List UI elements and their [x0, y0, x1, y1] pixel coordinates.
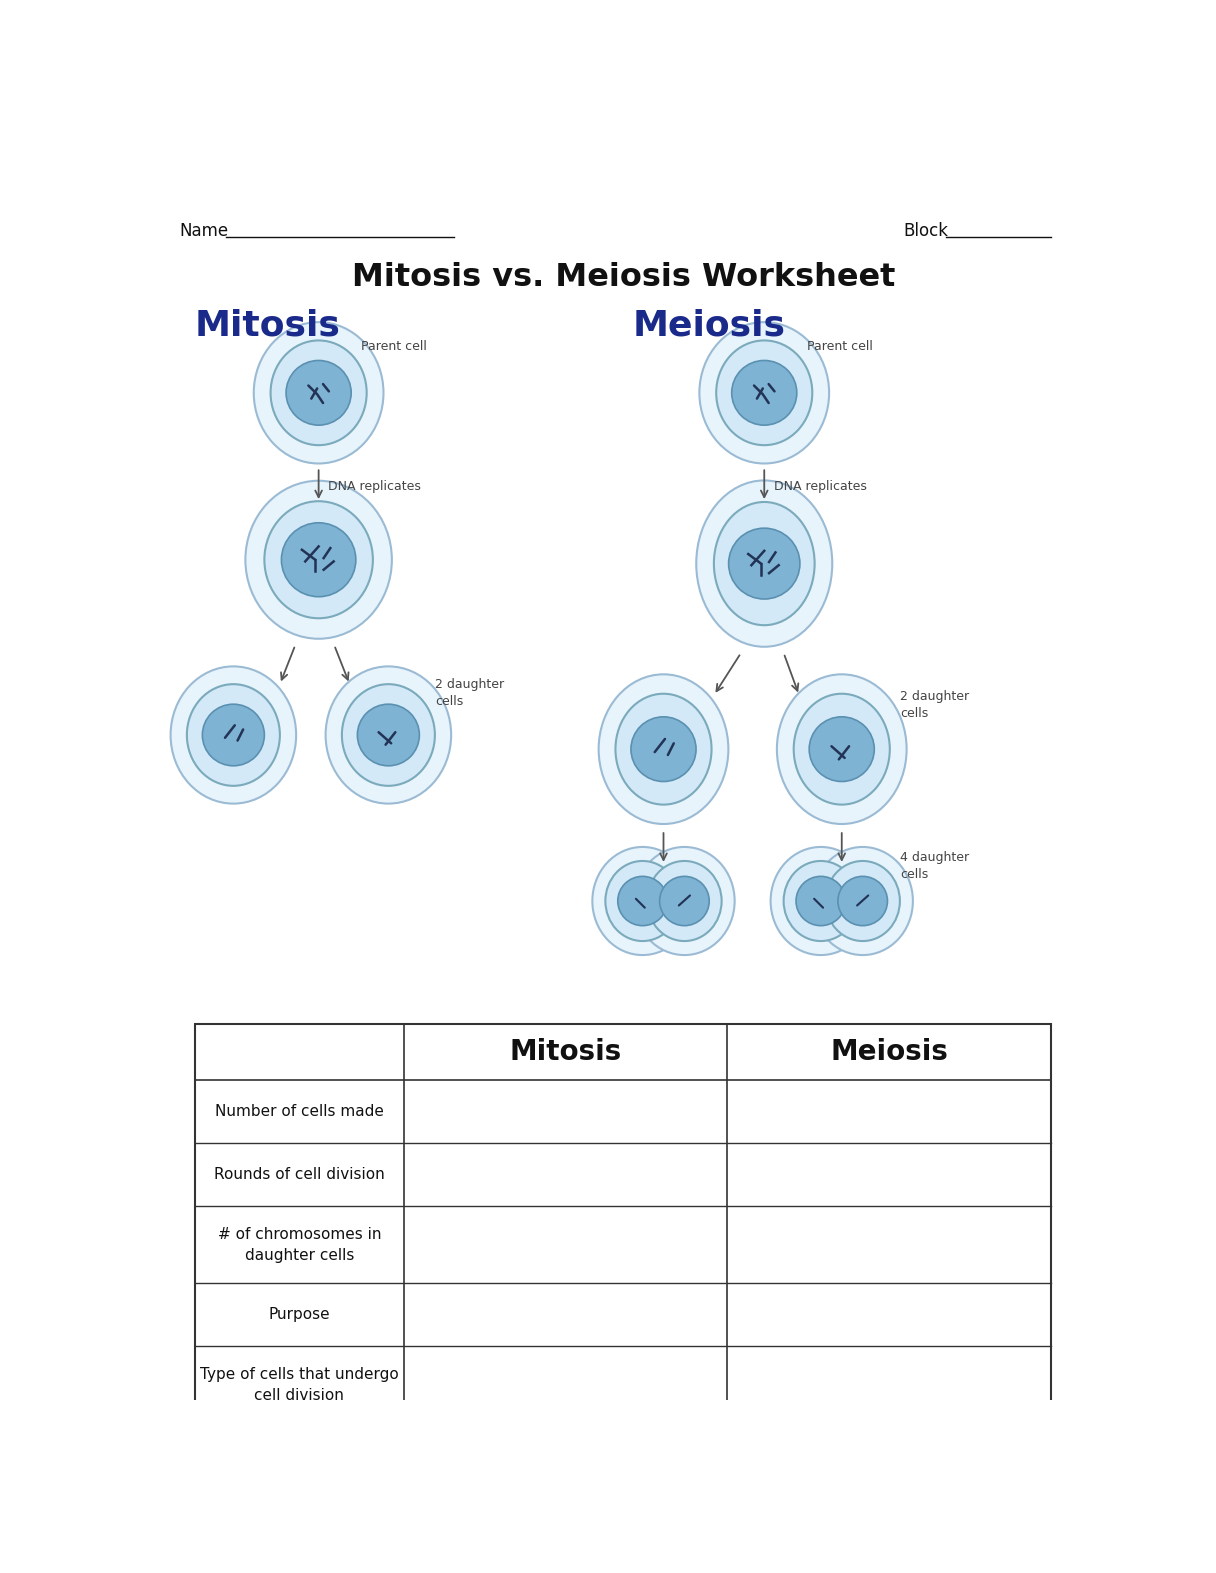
Text: Meiosis: Meiosis [831, 1038, 948, 1066]
Text: Purpose: Purpose [269, 1307, 330, 1323]
Circle shape [659, 876, 709, 925]
Text: Name: Name [179, 222, 229, 241]
Text: 4 daughter
cells: 4 daughter cells [900, 851, 969, 881]
Ellipse shape [342, 684, 435, 786]
Circle shape [809, 717, 874, 782]
Ellipse shape [170, 667, 297, 804]
Ellipse shape [777, 675, 907, 824]
Circle shape [202, 705, 264, 766]
Ellipse shape [326, 667, 451, 804]
Ellipse shape [783, 860, 858, 941]
Ellipse shape [592, 846, 693, 955]
Text: 2 daughter
cells: 2 daughter cells [435, 678, 503, 708]
Ellipse shape [714, 502, 815, 624]
Text: Parent cell: Parent cell [361, 340, 427, 352]
Circle shape [631, 717, 696, 782]
Text: DNA replicates: DNA replicates [328, 480, 421, 492]
Ellipse shape [254, 322, 383, 464]
Text: 2 daughter
cells: 2 daughter cells [900, 689, 969, 719]
Text: Mitosis: Mitosis [195, 308, 340, 343]
Text: Mitosis vs. Meiosis Worksheet: Mitosis vs. Meiosis Worksheet [351, 261, 895, 293]
Circle shape [618, 876, 668, 925]
Text: Rounds of cell division: Rounds of cell division [214, 1167, 384, 1181]
Bar [195, 1024, 1051, 1424]
Ellipse shape [826, 860, 900, 941]
Circle shape [286, 360, 351, 425]
Ellipse shape [771, 846, 871, 955]
Text: Mitosis: Mitosis [510, 1038, 621, 1066]
Ellipse shape [264, 502, 373, 618]
Circle shape [796, 876, 845, 925]
Ellipse shape [794, 694, 890, 805]
Text: Parent cell: Parent cell [807, 340, 873, 352]
Text: Type of cells that undergo
cell division: Type of cells that undergo cell division [199, 1367, 399, 1403]
Circle shape [358, 705, 420, 766]
Text: Meiosis: Meiosis [632, 308, 786, 343]
Ellipse shape [187, 684, 280, 786]
Circle shape [281, 522, 356, 596]
Circle shape [728, 529, 800, 599]
Text: Number of cells made: Number of cells made [215, 1104, 384, 1118]
Ellipse shape [647, 860, 721, 941]
Ellipse shape [615, 694, 711, 805]
Text: # of chromosomes in
daughter cells: # of chromosomes in daughter cells [218, 1227, 381, 1263]
Ellipse shape [271, 340, 367, 445]
Text: Block: Block [903, 222, 948, 241]
Ellipse shape [606, 860, 680, 941]
Circle shape [732, 360, 796, 425]
Ellipse shape [812, 846, 913, 955]
Circle shape [838, 876, 888, 925]
Ellipse shape [246, 481, 392, 639]
Ellipse shape [699, 322, 829, 464]
Ellipse shape [697, 480, 832, 647]
Ellipse shape [716, 340, 812, 445]
Text: DNA replicates: DNA replicates [773, 480, 867, 492]
Ellipse shape [598, 675, 728, 824]
Ellipse shape [635, 846, 734, 955]
